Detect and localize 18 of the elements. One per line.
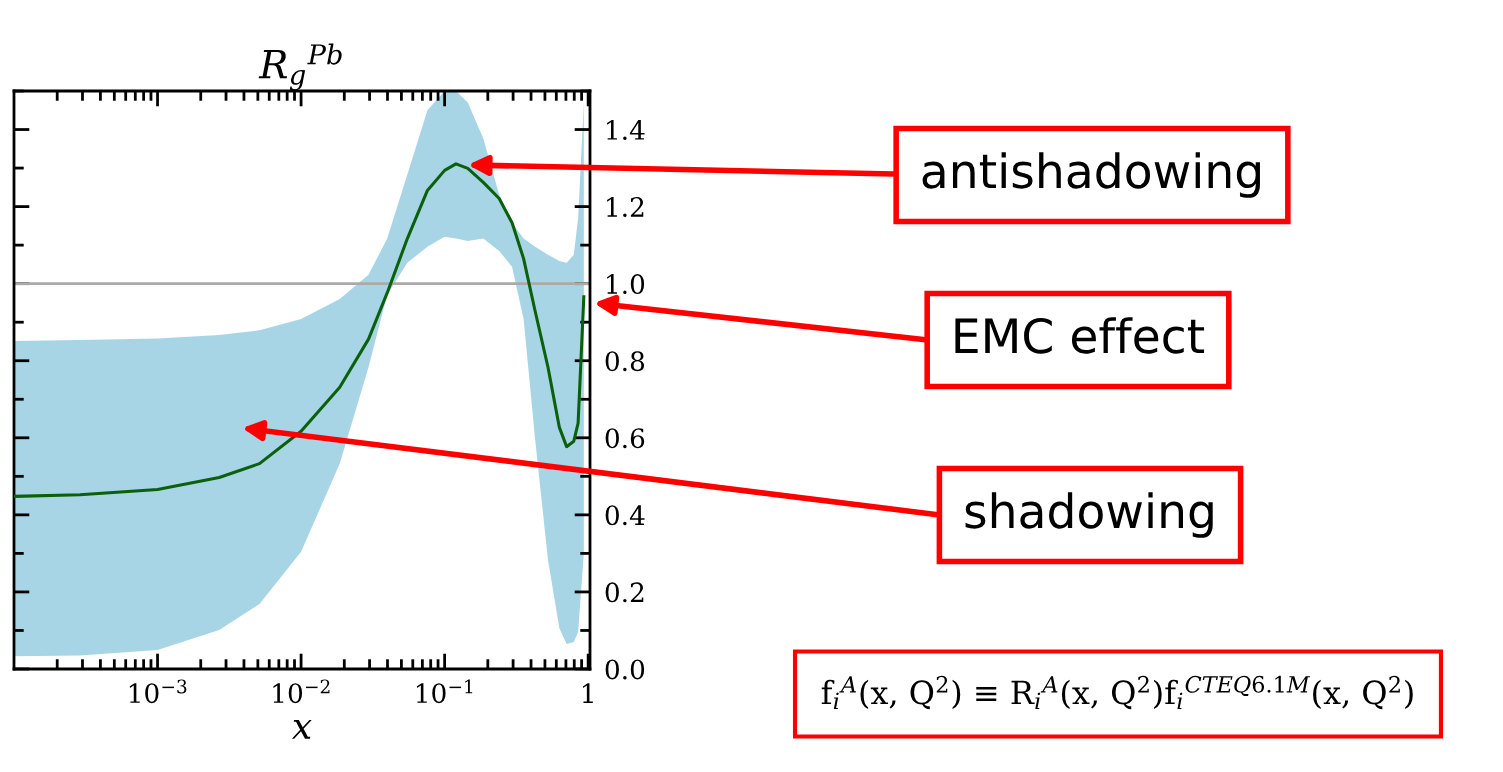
text: EMC effect <box>955 317 1205 354</box>
text: antishadowing <box>922 152 1260 198</box>
y-tick-label: 0.6 <box>605 428 645 449</box>
y-tick-label: 0.0 <box>605 659 645 680</box>
y-tick-label: 1.4 <box>607 119 645 140</box>
text: f$_{i}$$^{A}$(x, Q$^{2}$) ≡ R$_{i}$$^{A}$(x, Q$^{2}$)f$_{i}$$^{CTEQ6.1M}$(x, Q$^{2}$) <box>821 675 1413 710</box>
text: shadowing <box>965 492 1213 538</box>
chart-title: R$_{g}$$^{Pb}$ <box>258 43 342 91</box>
y-tick-label: 0.2 <box>605 582 644 603</box>
x-tick-label: 10$^{−2}$ <box>273 679 330 704</box>
x-tick-label: 1 <box>582 683 593 703</box>
y-tick-label: 0.4 <box>605 505 645 526</box>
x-axis-title: x <box>291 719 312 739</box>
x-tick-label: 10$^{−3}$ <box>129 679 187 704</box>
y-tick-label: 1.2 <box>607 197 644 217</box>
y-tick-label: 0.8 <box>605 351 645 372</box>
x-tick-label: 10$^{−1}$ <box>416 679 473 704</box>
y-tick-label: 1.0 <box>607 274 645 295</box>
